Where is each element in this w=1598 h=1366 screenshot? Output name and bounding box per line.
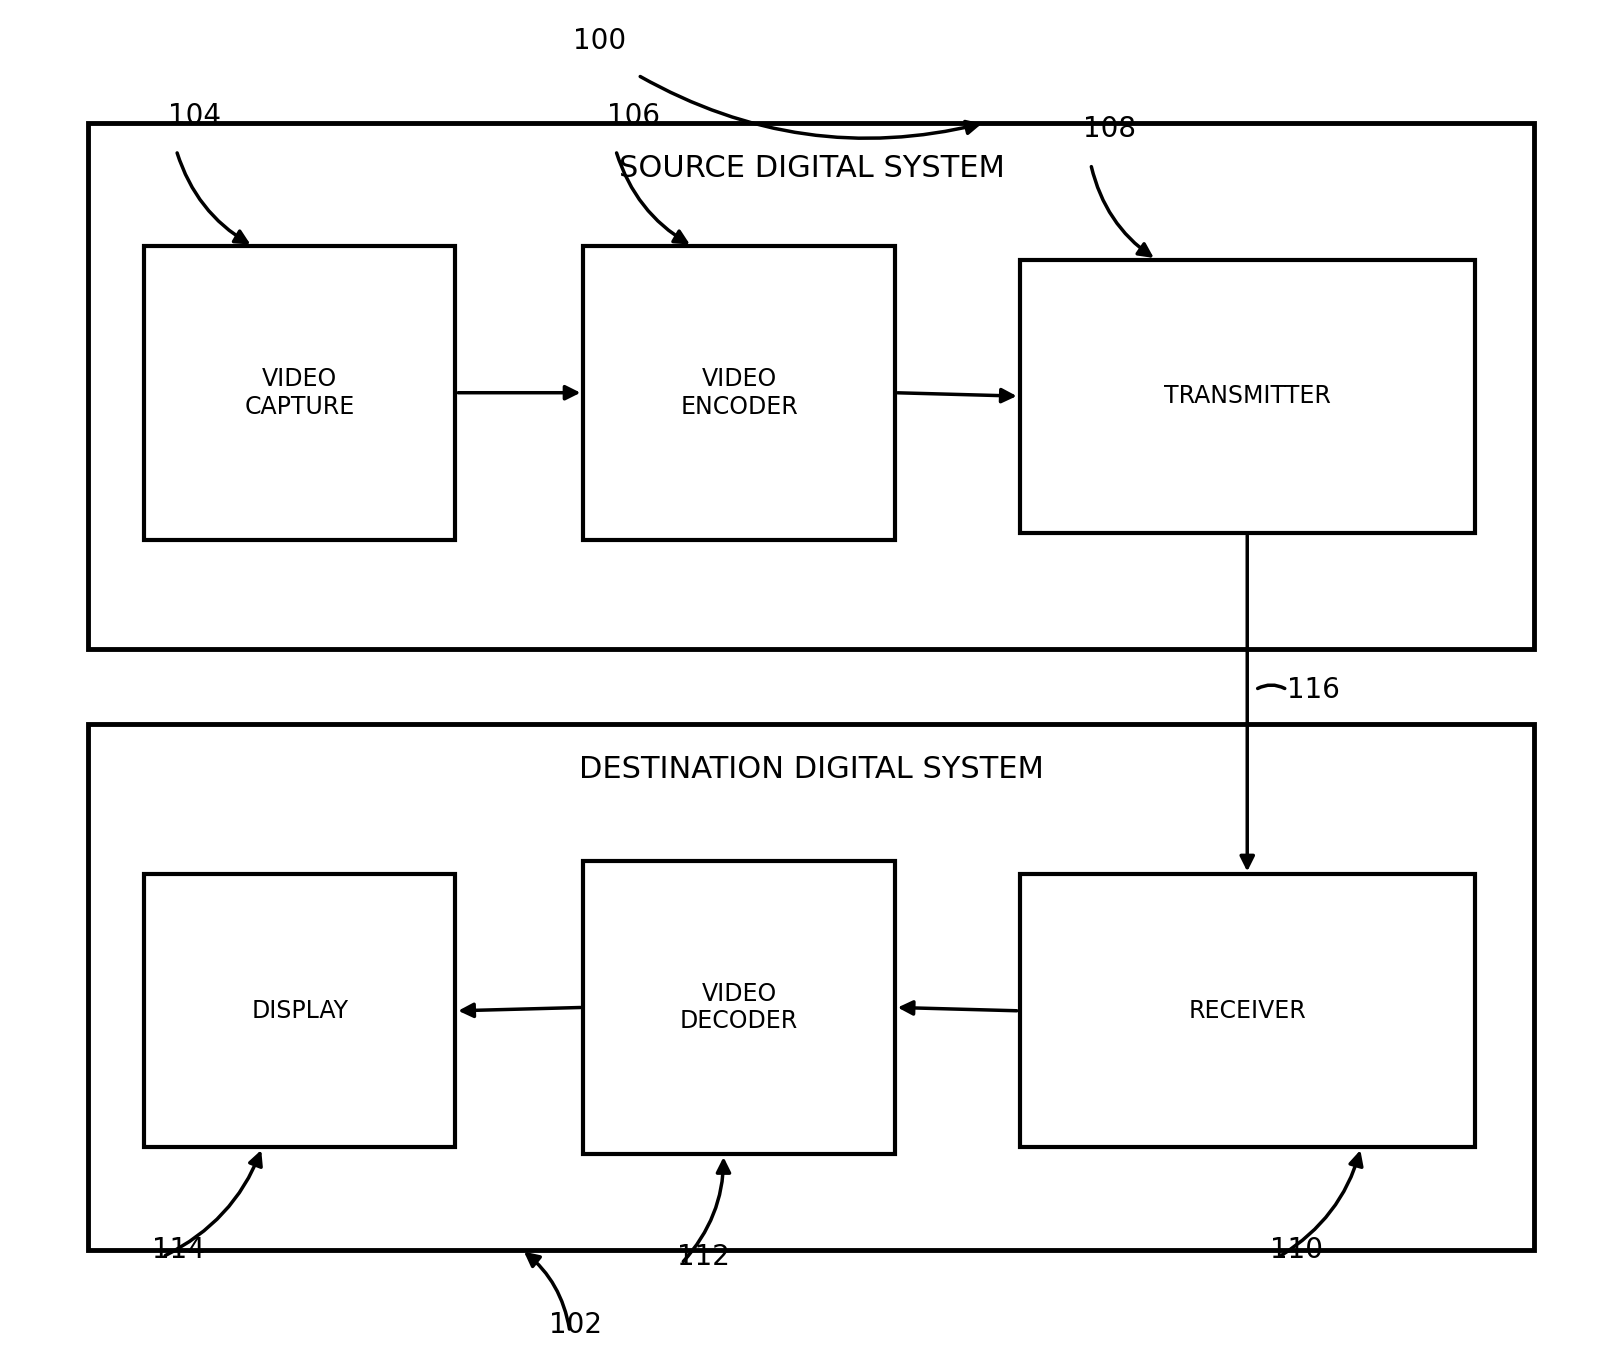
Text: RECEIVER: RECEIVER	[1189, 999, 1306, 1023]
Bar	[88, 724, 1534, 1250]
Text: VIDEO
DECODER: VIDEO DECODER	[681, 982, 797, 1033]
Text: DISPLAY: DISPLAY	[251, 999, 348, 1023]
Text: 110: 110	[1270, 1236, 1323, 1264]
Text: 114: 114	[152, 1236, 205, 1264]
Text: 102: 102	[548, 1311, 602, 1339]
Text: 112: 112	[678, 1243, 730, 1270]
Text: 106: 106	[607, 102, 660, 130]
Text: 100: 100	[572, 27, 626, 55]
Text: VIDEO
CAPTURE: VIDEO CAPTURE	[244, 367, 355, 418]
Bar	[88, 123, 1534, 649]
Text: 116: 116	[1288, 676, 1341, 703]
Bar	[1020, 874, 1475, 1147]
Text: 108: 108	[1083, 116, 1136, 143]
Text: 104: 104	[168, 102, 221, 130]
Bar	[144, 874, 455, 1147]
Bar	[144, 246, 455, 540]
Text: VIDEO
ENCODER: VIDEO ENCODER	[681, 367, 797, 418]
Bar	[583, 861, 895, 1154]
Text: SOURCE DIGITAL SYSTEM: SOURCE DIGITAL SYSTEM	[618, 153, 1005, 183]
Bar	[583, 246, 895, 540]
Text: DESTINATION DIGITAL SYSTEM: DESTINATION DIGITAL SYSTEM	[580, 754, 1043, 784]
Text: TRANSMITTER: TRANSMITTER	[1163, 384, 1331, 408]
Bar	[1020, 260, 1475, 533]
